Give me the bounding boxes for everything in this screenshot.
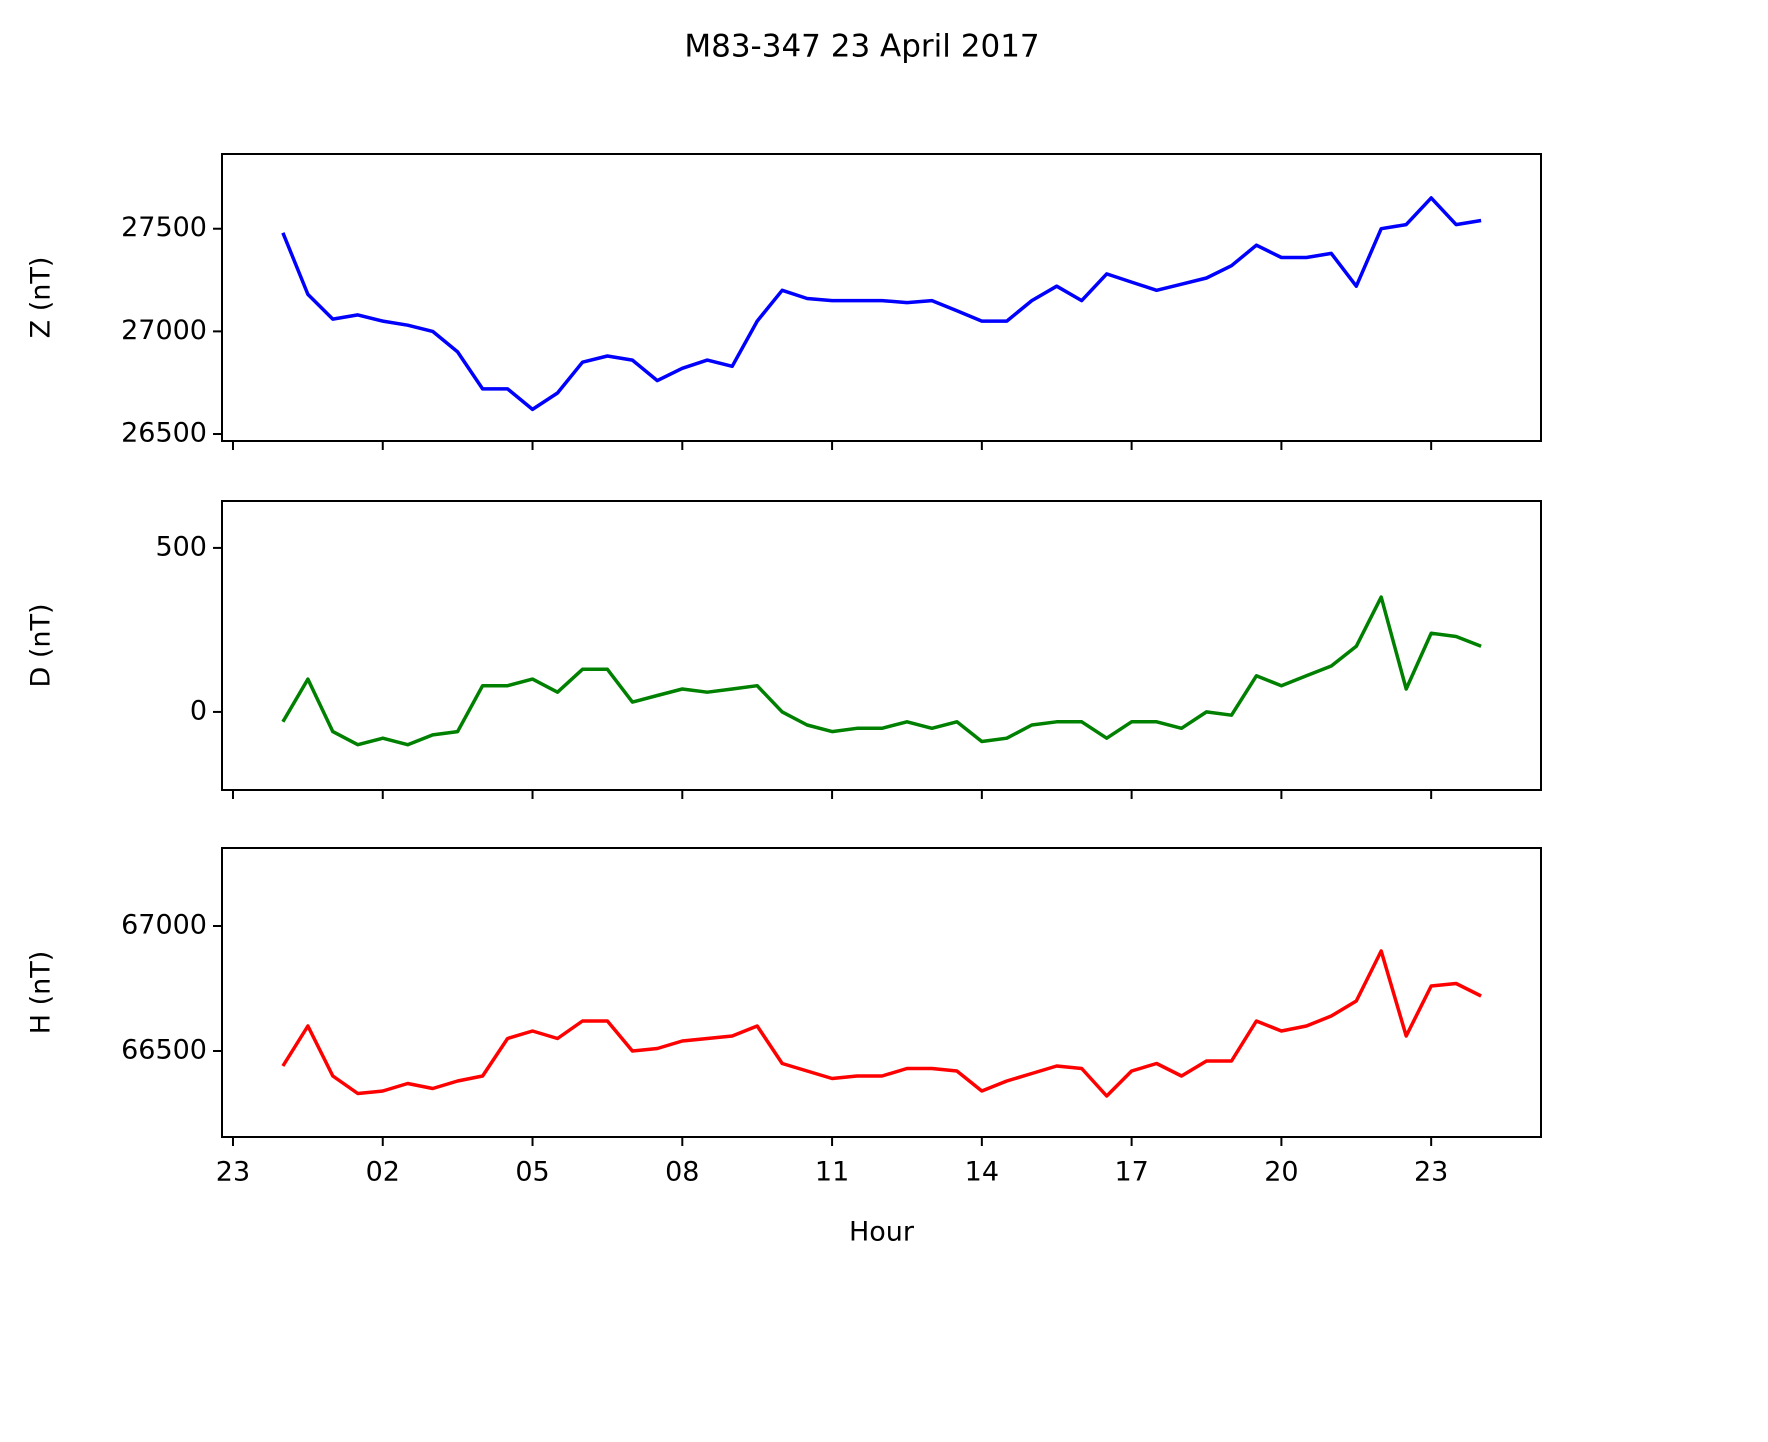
y-axis-label: D (nT): [26, 603, 57, 687]
x-tick-label: 17: [1114, 1157, 1148, 1188]
y-tick-label: 0: [190, 695, 207, 726]
y-tick-label: 500: [155, 531, 207, 562]
axes-frame: [221, 847, 1542, 1138]
data-line: [281, 949, 1482, 1098]
y-tick-label: 67000: [121, 910, 207, 941]
axes-frame: [221, 153, 1542, 442]
y-axis-label: H (nT): [26, 951, 57, 1035]
x-axis-label: Hour: [849, 1217, 915, 1248]
axes-frame: [221, 500, 1542, 791]
y-tick-label: 27000: [121, 315, 207, 346]
x-tick-label: 08: [665, 1157, 699, 1188]
y-axis-label: Z (nT): [26, 257, 57, 339]
x-tick-label: 05: [515, 1157, 549, 1188]
y-tick-label: 66500: [121, 1035, 207, 1066]
x-tick-label: 02: [366, 1157, 400, 1188]
x-tick-label: 14: [965, 1157, 999, 1188]
x-tick-label: 20: [1264, 1157, 1298, 1188]
data-line: [281, 595, 1482, 747]
x-tick-label: 23: [216, 1157, 250, 1188]
y-tick-label: 27500: [121, 212, 207, 243]
data-line: [281, 196, 1482, 412]
y-tick-label: 26500: [121, 418, 207, 449]
figure-title: M83-347 23 April 2017: [684, 29, 1039, 65]
x-tick-label: 23: [1414, 1157, 1448, 1188]
x-tick-label: 11: [815, 1157, 849, 1188]
